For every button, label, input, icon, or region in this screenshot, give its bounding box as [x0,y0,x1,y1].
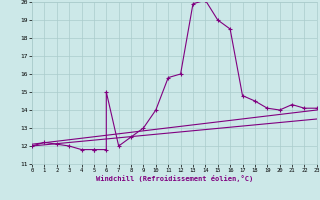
X-axis label: Windchill (Refroidissement éolien,°C): Windchill (Refroidissement éolien,°C) [96,175,253,182]
